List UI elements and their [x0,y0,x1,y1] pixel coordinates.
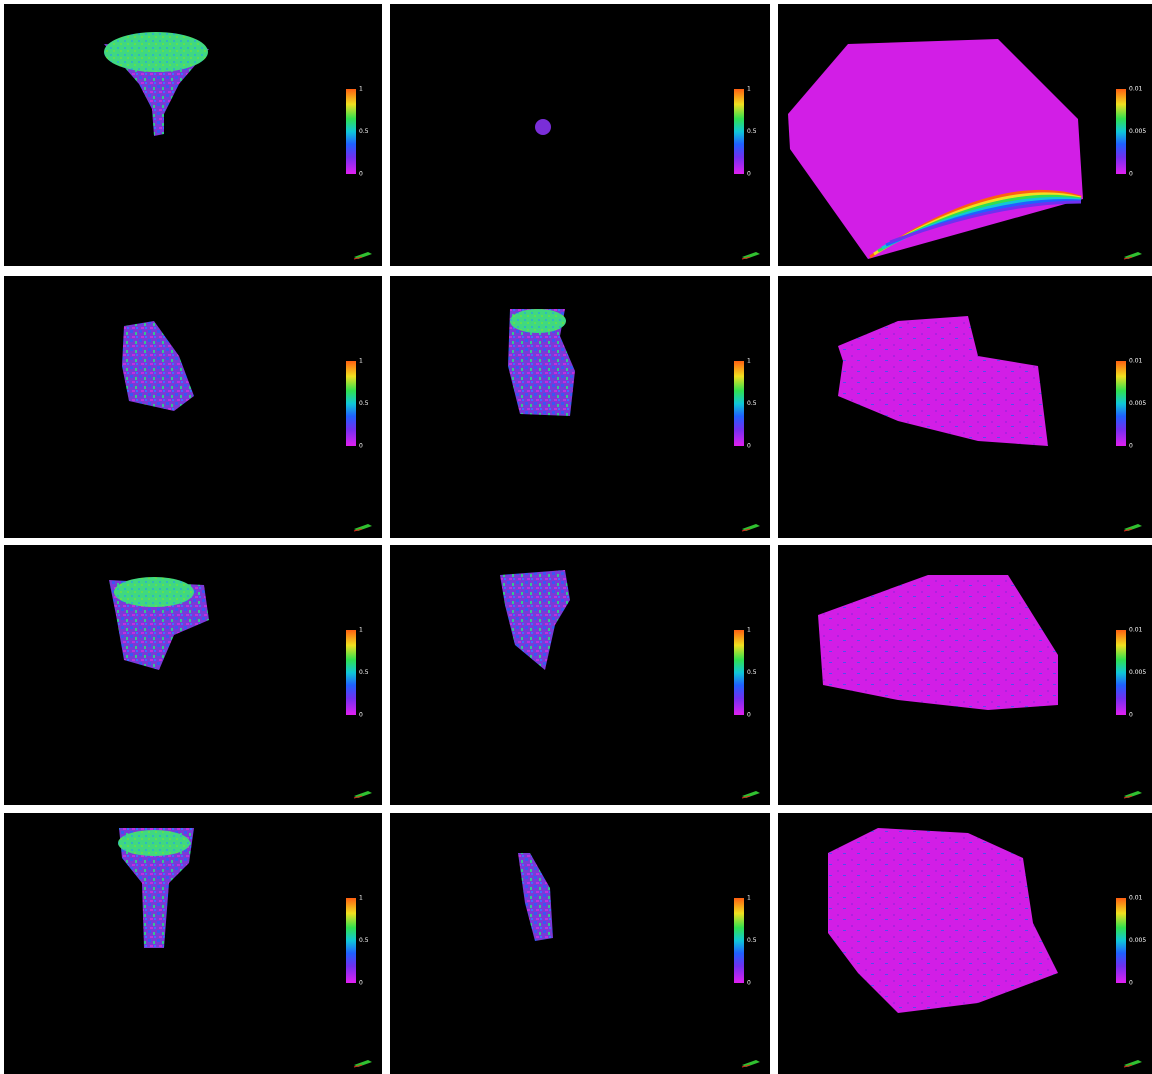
panel-background [390,4,770,266]
colorbar-label: 0.5 [747,128,757,135]
colorbar-label: 0 [747,443,751,450]
rendered-object-top [510,309,566,333]
colorbar-label: 1 [359,358,363,365]
colorbar-label: 0.5 [747,400,757,407]
colorbar [346,361,356,446]
colorbar-label: 1 [359,627,363,634]
colorbar [734,630,744,715]
panel-background [390,276,770,538]
panel-background [4,813,382,1074]
colorbar-label: 1 [747,627,751,634]
panel: 10.50 [4,276,382,538]
colorbar-label: 0 [359,712,363,719]
rendered-object-top [104,32,208,72]
colorbar-label: 0.5 [359,128,369,135]
panel: 10.50 [390,4,770,266]
rendered-object [535,119,551,135]
colorbar [346,89,356,174]
colorbar [734,898,744,983]
colorbar-label: 0 [359,171,363,178]
panel: 0.01 0.005 0 [778,4,1152,266]
colorbar-label: 0.005 [1129,937,1146,944]
colorbar-label: 0 [1129,443,1133,450]
rendered-object-top [118,830,190,856]
colorbar-label: 0.5 [747,937,757,944]
colorbar [1116,898,1126,983]
colorbar [734,89,744,174]
colorbar-label: 0.005 [1129,400,1146,407]
colorbar-label: 0.01 [1129,86,1143,93]
colorbar [1116,361,1126,446]
colorbar-label: 0 [359,443,363,450]
page: 10.5010.500.010.005010.5010.500.010.0050… [0,0,1152,1074]
panel: 10.50 [390,813,770,1074]
colorbar-label: 1 [747,895,751,902]
panel-background [390,545,770,805]
colorbar-label: 0 [747,980,751,987]
panel-background [4,545,382,805]
colorbar-label: 0.005 [1129,128,1146,135]
colorbar-label: 0.01 [1129,895,1143,902]
colorbar-label: 0 [359,980,363,987]
colorbar-label: 1 [747,358,751,365]
colorbar [734,361,744,446]
colorbar-label: 0 [747,171,751,178]
panel: 10.50 [4,4,382,266]
colorbar-label: 0.5 [359,937,369,944]
colorbar [1116,630,1126,715]
colorbar-label: 0.5 [359,669,369,676]
colorbar-label: 0.01 [1129,627,1143,634]
colorbar-label: 0 [1129,171,1133,178]
panel-background [390,813,770,1074]
panel: 10.50 [4,813,382,1074]
colorbar-label: 1 [747,86,751,93]
colorbar [346,630,356,715]
colorbar-label: 0.5 [747,669,757,676]
colorbar-label: 0.01 [1129,358,1143,365]
colorbar-label: 0 [747,712,751,719]
colorbar-label: 1 [359,86,363,93]
panel: 0.01 0.005 0 [778,276,1152,538]
panel: 0.01 0.005 0 [778,545,1152,805]
panel: 10.50 [390,545,770,805]
panel-background [4,276,382,538]
rendered-object-top [114,577,194,607]
panel: 10.50 [390,276,770,538]
colorbar-label: 0.5 [359,400,369,407]
colorbar-label: 0 [1129,712,1133,719]
panel: 10.50 [4,545,382,805]
colorbar [1116,89,1126,174]
panel: 0.01 0.005 0 [778,813,1152,1074]
colorbar-label: 0.005 [1129,669,1146,676]
colorbar [346,898,356,983]
figure: 10.5010.500.010.005010.5010.500.010.0050… [0,0,1152,1074]
colorbar-label: 0 [1129,980,1133,987]
colorbar-label: 1 [359,895,363,902]
